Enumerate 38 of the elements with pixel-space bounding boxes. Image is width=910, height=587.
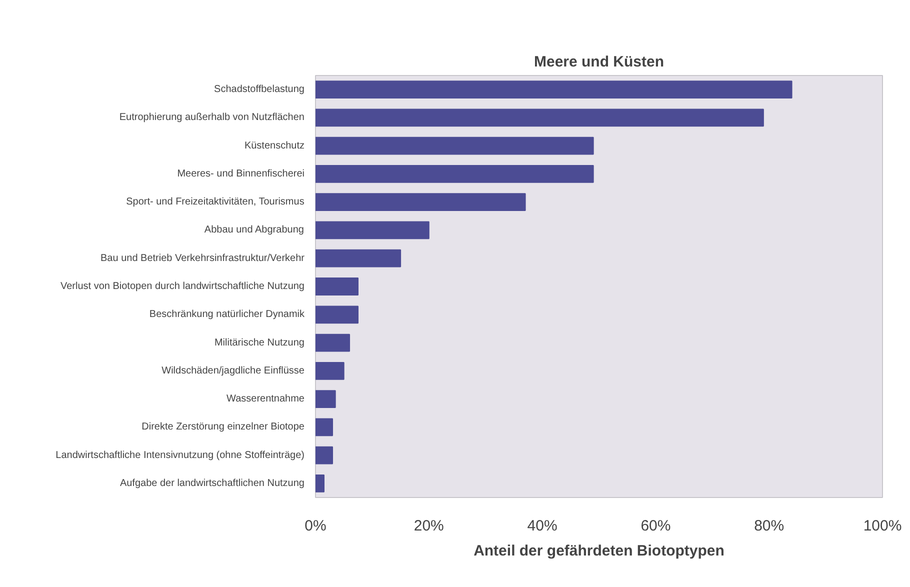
bar xyxy=(316,221,430,240)
y-tick-label: Schadstoffbelastung xyxy=(214,84,305,96)
bar xyxy=(316,278,359,296)
x-axis-title: Anteil der gefährdeten Biotoptypen xyxy=(474,542,724,560)
y-tick-label: Wildschäden/jagdliche Einflüsse xyxy=(162,365,305,376)
y-tick-label: Küstenschutz xyxy=(244,140,305,152)
bar xyxy=(316,418,334,436)
y-tick-label: Aufgabe der landwirtschaftlichen Nutzung xyxy=(120,478,305,489)
bar xyxy=(316,474,325,492)
x-tick-label: 20% xyxy=(414,518,444,534)
y-tick-label: Wasserentnahme xyxy=(226,394,305,405)
bar xyxy=(316,362,344,380)
y-tick-label: Bau und Betrieb Verkehrsinfrastruktur/Verkehr xyxy=(100,252,306,264)
y-tick-label: Beschränkung natürlicher Dynamik xyxy=(149,309,306,320)
x-tick-label: 0% xyxy=(304,518,326,534)
y-tick-label: Landwirtschaftliche Intensivnutzung (ohne Stoffeinträge) xyxy=(56,450,304,461)
y-tick-label: Abbau und Abgrabung xyxy=(204,224,304,236)
y-tick-label: Meeres- und Binnenfischerei xyxy=(177,168,305,180)
y-tick-label: Militärische Nutzung xyxy=(214,337,305,348)
bar xyxy=(316,136,594,155)
bar xyxy=(316,193,526,212)
bar xyxy=(316,108,764,127)
x-tick-label: 80% xyxy=(754,518,784,534)
x-tick-label: 40% xyxy=(527,518,558,534)
y-tick-label: Direkte Zerstörung einzelner Biotope xyxy=(142,422,305,433)
y-tick-label: Eutrophierung außerhalb von Nutzflächen xyxy=(119,112,305,124)
bar xyxy=(316,306,359,324)
bar xyxy=(316,446,334,464)
bar xyxy=(316,390,336,408)
bar xyxy=(316,165,594,183)
y-tick-label: Verlust von Biotopen durch landwirtschaftliche Nutzung xyxy=(60,281,305,292)
y-tick-label: Sport- und Freizeitaktivitäten, Tourismus xyxy=(126,196,304,208)
bar xyxy=(316,249,402,268)
bar xyxy=(316,334,350,352)
bar xyxy=(316,80,792,99)
chart-title: Meere und Küsten xyxy=(534,54,664,70)
x-tick-label: 60% xyxy=(640,518,671,534)
x-tick-label: 100% xyxy=(863,518,902,534)
